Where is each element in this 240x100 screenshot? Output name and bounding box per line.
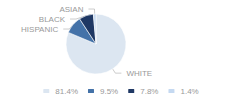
svg-text:BLACK: BLACK: [39, 15, 66, 24]
svg-text:WHITE: WHITE: [126, 69, 152, 78]
svg-text:81.4%: 81.4%: [55, 87, 78, 96]
svg-text:7.8%: 7.8%: [140, 87, 158, 96]
svg-text:HISPANIC: HISPANIC: [21, 25, 58, 34]
svg-text:1.4%: 1.4%: [180, 87, 198, 96]
svg-text:9.5%: 9.5%: [100, 87, 118, 96]
svg-text:ASIAN: ASIAN: [59, 5, 83, 14]
